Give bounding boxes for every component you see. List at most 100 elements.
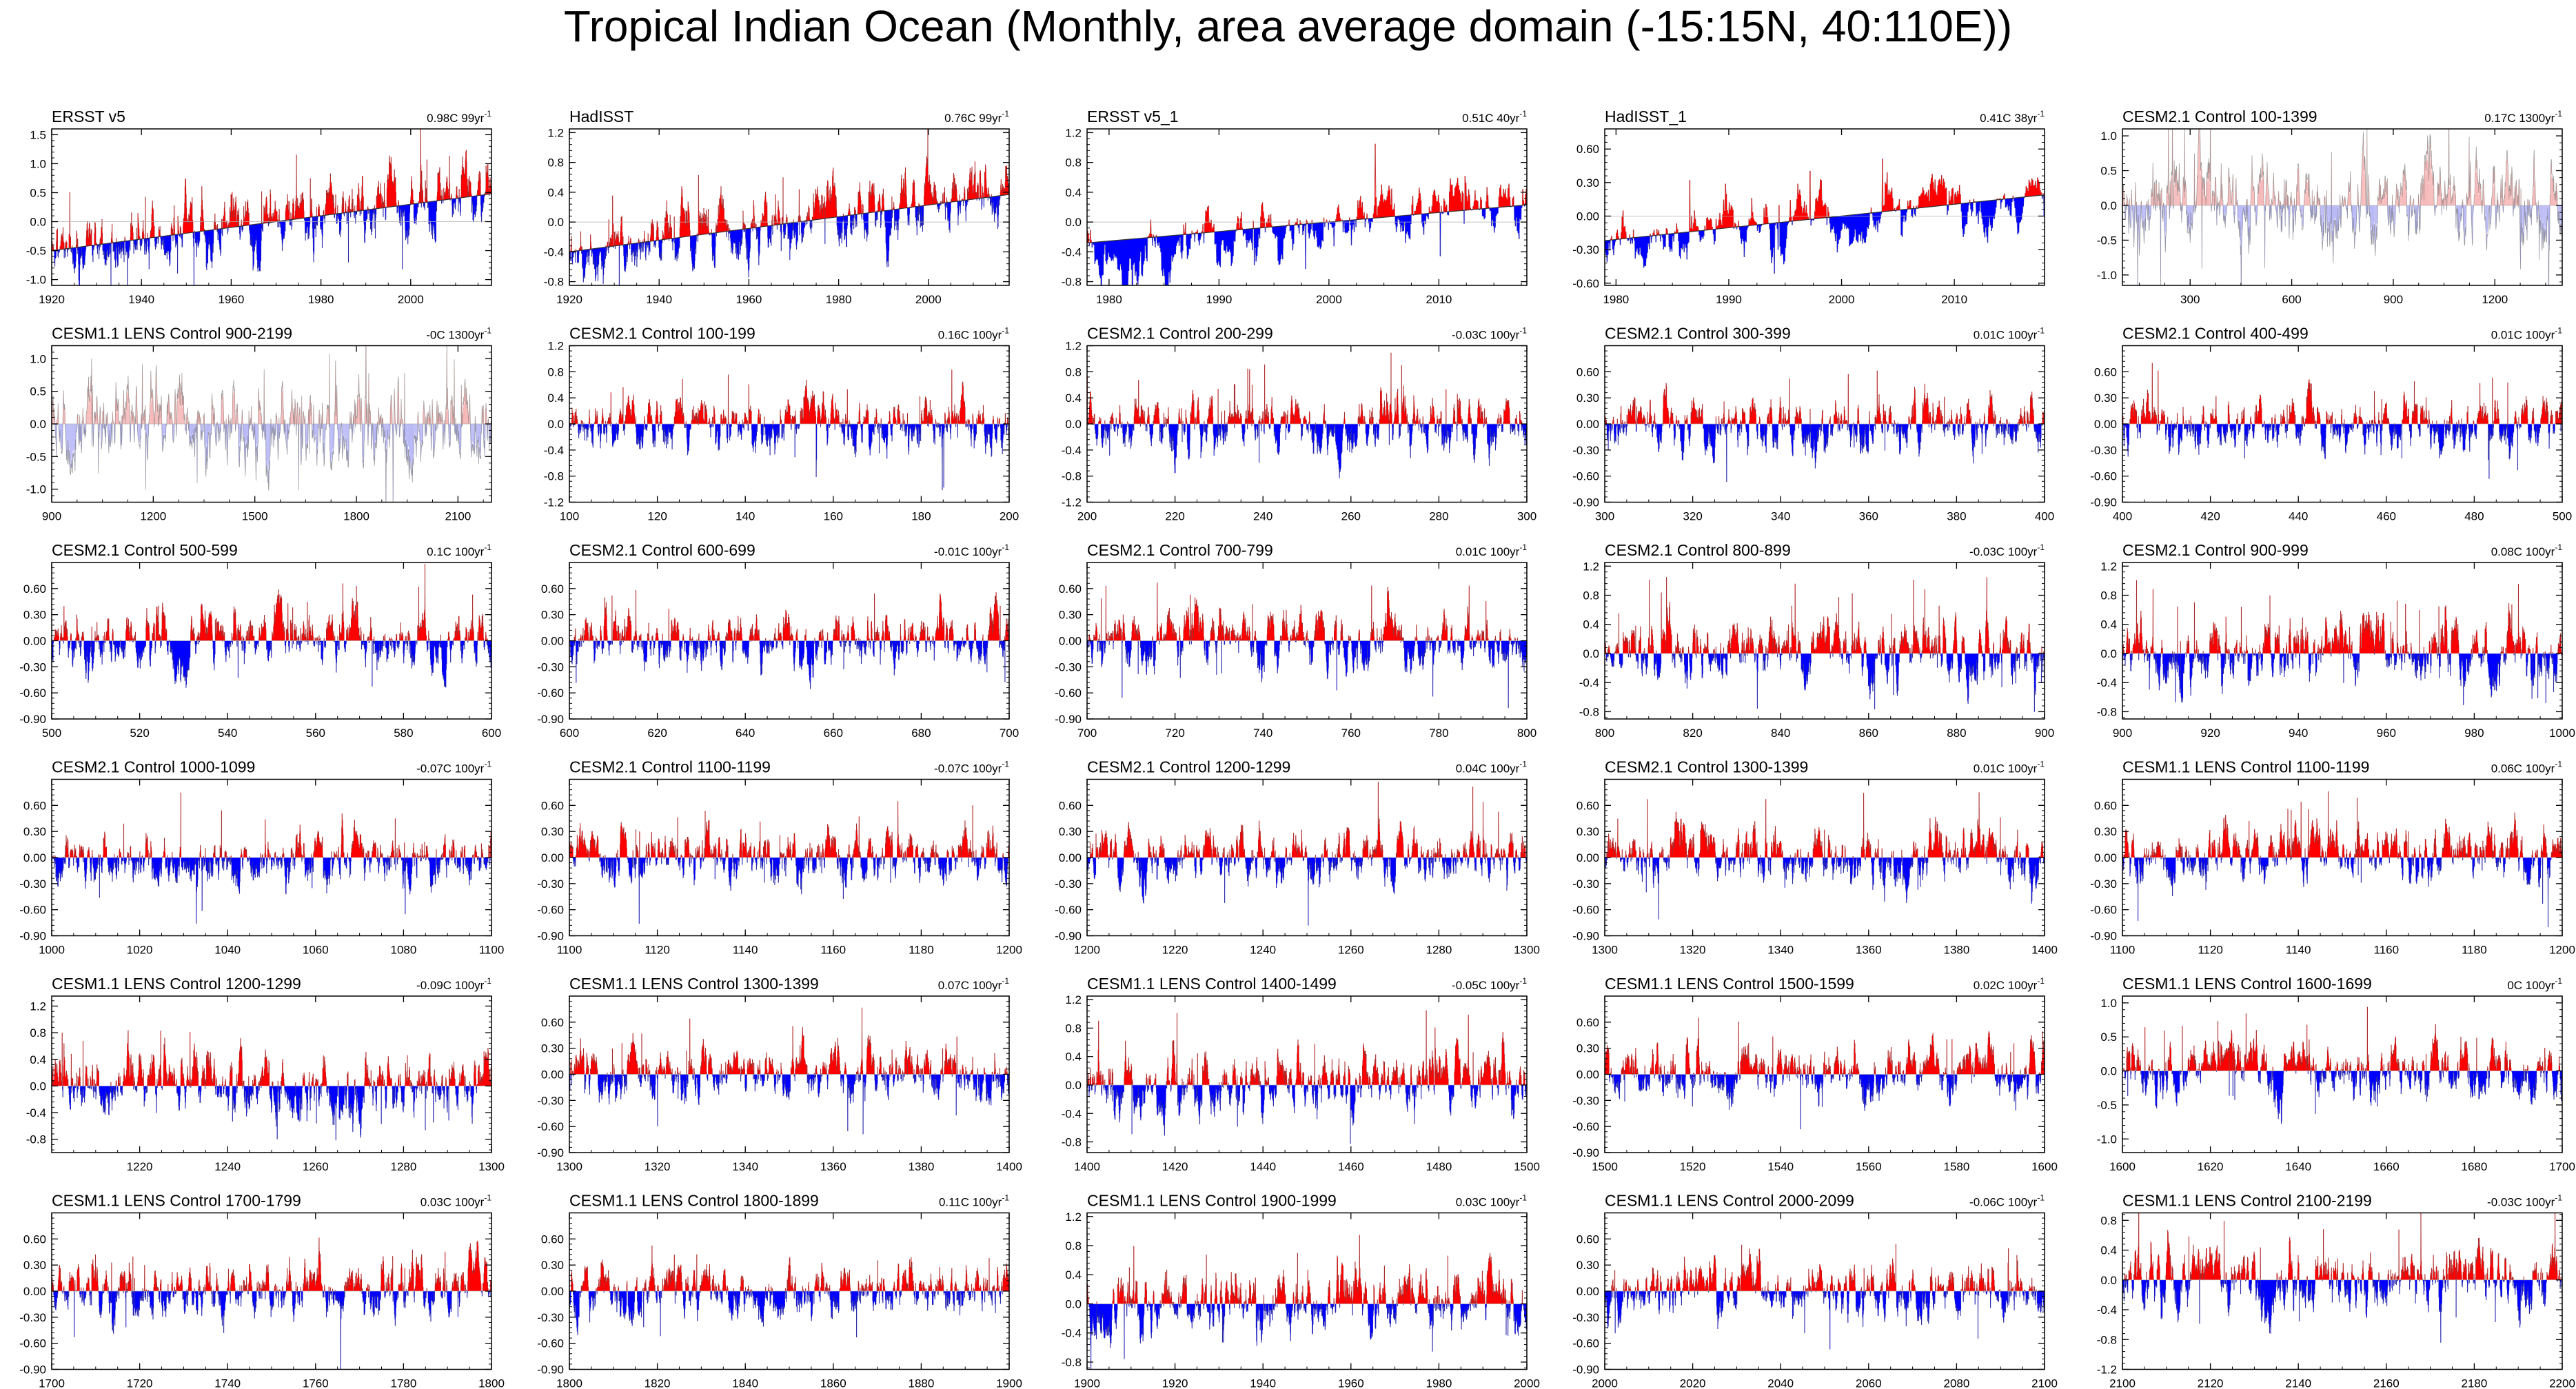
x-tick-label: 1340	[1767, 944, 1794, 957]
x-tick-label: 540	[218, 727, 237, 740]
y-tick-label: 0.30	[1576, 176, 1599, 190]
x-tick-label: 880	[1947, 727, 1966, 740]
y-tick-label: 1.2	[547, 340, 564, 353]
y-tick-label: 0.30	[1576, 392, 1599, 405]
y-tick-label: -0.60	[1572, 1120, 1599, 1133]
x-tick-label: 1200	[2549, 944, 2575, 957]
positive-series	[1087, 1010, 1527, 1085]
series-group	[2122, 1213, 2562, 1343]
y-tick-label: -0.4	[1062, 1107, 1082, 1120]
x-tick-label: 1500	[242, 510, 268, 523]
x-tick-label: 1500	[1592, 1160, 1618, 1173]
series-group	[1605, 370, 2045, 483]
x-tick-label: 400	[2113, 510, 2132, 523]
chart-panel: 1.0 0.5 0.0 -0.5 -1.0 1600 1620 1640 1660 1680 170…	[2097, 975, 2575, 1173]
panel-title: CESM1.1 LENS Control 900-2199	[52, 325, 292, 343]
y-tick-label: -1.2	[544, 496, 564, 509]
trend-label: 0.17C 1300yr-1	[2484, 109, 2562, 125]
positive-series	[570, 1007, 1008, 1075]
y-tick-label: 0.8	[30, 1026, 46, 1040]
trend-label: 0.07C 100yr-1	[938, 976, 1010, 992]
y-tick-label: 0.4	[1065, 1051, 1082, 1064]
positive-series	[1611, 1244, 2037, 1291]
trend-label: -0.07C 100yr-1	[934, 760, 1009, 775]
x-tick-label: 1440	[1250, 1160, 1276, 1173]
y-tick-label: -0.90	[537, 713, 564, 726]
y-tick-label: 0.8	[1583, 589, 1599, 602]
y-tick-label: -0.4	[2097, 1304, 2117, 1317]
y-tick-label: 0.60	[541, 799, 564, 812]
x-tick-label: 900	[2035, 727, 2054, 740]
x-tick-label: 1400	[996, 1160, 1022, 1173]
x-tick-label: 1260	[1338, 944, 1364, 957]
series-line	[52, 564, 491, 688]
x-tick-label: 400	[2035, 510, 2054, 523]
x-tick-label: 2060	[1856, 1377, 1882, 1389]
y-tick-label: -1.0	[2097, 269, 2117, 282]
series-line	[1087, 1235, 1527, 1370]
y-tick-label: -0.60	[537, 1337, 564, 1350]
y-tick-label: 0.4	[2100, 618, 2117, 631]
chart-panel: 1.2 0.8 0.4 0.0 -0.4 -0.8 -1.2100 120 140 160 180 2…	[544, 325, 1019, 523]
panel-title: CESM1.1 LENS Control 1900-1999	[1087, 1192, 1337, 1210]
x-tick-label: 900	[2384, 293, 2403, 306]
x-tick-label: 1000	[39, 944, 65, 957]
y-tick-label: -0.4	[1062, 1327, 1082, 1340]
x-tick-label: 900	[42, 510, 61, 523]
y-tick-label: 0.5	[30, 385, 46, 398]
panel-title: CESM2.1 Control 400-499	[2122, 325, 2309, 343]
series-group	[2122, 1006, 2562, 1124]
panel-title: CESM1.1 LENS Control 2100-2199	[2122, 1192, 2372, 1210]
series-line	[1605, 792, 2045, 920]
y-tick-label: 0.30	[2094, 825, 2117, 838]
x-tick-label: 480	[2464, 510, 2484, 523]
y-tick-label: -0.60	[2090, 904, 2117, 917]
y-tick-label: -0.30	[1055, 660, 1082, 673]
y-tick-label: -0.4	[1579, 676, 1599, 689]
panel-title: ERSST v5	[52, 108, 125, 125]
x-tick-label: 2000	[398, 293, 424, 306]
y-tick-label: -0.60	[19, 1337, 46, 1350]
panel-title: CESM2.1 Control 1200-1299	[1087, 758, 1290, 776]
x-tick-label: 2000	[1592, 1377, 1618, 1389]
series-group	[52, 792, 491, 924]
x-tick-label: 1760	[303, 1377, 329, 1389]
x-tick-label: 2200	[2549, 1377, 2575, 1389]
y-tick-label: -0.30	[19, 878, 46, 891]
y-tick-label: -0.60	[19, 687, 46, 700]
series-line	[52, 129, 491, 285]
x-tick-label: 900	[2113, 727, 2132, 740]
x-tick-label: 1990	[1206, 293, 1232, 306]
x-tick-label: 420	[2200, 510, 2220, 523]
y-tick-label: 0.00	[1059, 635, 1082, 648]
y-tick-label: 0.30	[541, 1042, 564, 1055]
y-tick-label: -0.90	[19, 1363, 46, 1377]
series-line	[52, 1237, 491, 1370]
x-tick-label: 1300	[1514, 944, 1540, 957]
panel-title: CESM2.1 Control 1100-1199	[569, 758, 771, 776]
series-line	[52, 345, 491, 503]
positive-series	[1089, 782, 1526, 858]
y-tick-label: -0.30	[1572, 243, 1599, 256]
y-tick-label: 0.60	[541, 1233, 564, 1246]
trend-label: 0.04C 100yr-1	[1456, 760, 1528, 775]
trend-label: 0.11C 100yr-1	[939, 1193, 1009, 1209]
x-tick-label: 160	[824, 510, 843, 523]
x-tick-label: 1600	[2031, 1160, 2058, 1173]
x-tick-label: 1780	[390, 1377, 416, 1389]
x-tick-label: 1880	[908, 1377, 934, 1389]
trend-label: -0.01C 100yr-1	[934, 543, 1009, 558]
x-tick-label: 1900	[1074, 1377, 1100, 1389]
trend-label: 0.16C 100yr-1	[938, 326, 1010, 342]
x-tick-label: 460	[2377, 510, 2396, 523]
trend-label: -0.03C 100yr-1	[1452, 326, 1527, 342]
series-group	[1087, 582, 1527, 709]
negative-series	[1088, 424, 1527, 478]
x-tick-label: 1580	[1943, 1160, 1969, 1173]
x-tick-label: 1600	[2109, 1160, 2136, 1173]
panel-title: CESM2.1 Control 900-999	[2122, 541, 2309, 559]
x-tick-label: 1960	[736, 293, 762, 306]
x-tick-label: 620	[647, 727, 667, 740]
